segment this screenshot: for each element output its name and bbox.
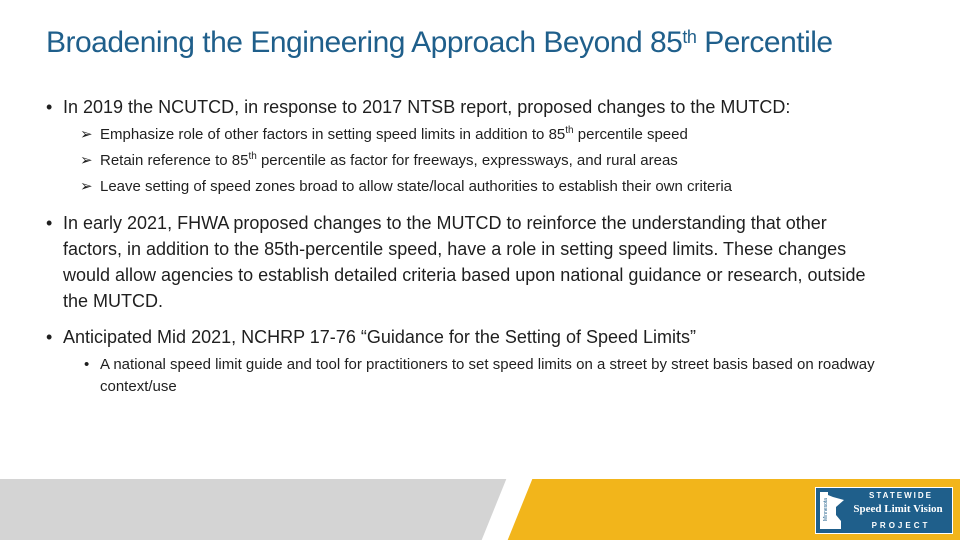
slide-title: Broadening the Engineering Approach Beyo…: [46, 26, 833, 60]
nchrp-sub-list: A national speed limit guide and tool fo…: [84, 354, 886, 398]
logo-main-text: Speed Limit Vision: [853, 503, 943, 515]
slide-content: In 2019 the NCUTCD, in response to 2017 …: [46, 94, 886, 398]
title-superscript: th: [682, 27, 697, 47]
sub-bullet-speed-guide: A national speed limit guide and tool fo…: [84, 354, 886, 398]
speed-limit-vision-logo: Minnesota STATEWIDE Speed Limit Vision P…: [815, 487, 953, 534]
title-main: Broadening the Engineering Approach Beyo…: [46, 26, 683, 59]
bullet-ncutcd: In 2019 the NCUTCD, in response to 2017 …: [46, 94, 886, 120]
minnesota-map-icon: Minnesota: [820, 492, 844, 529]
bullet-nchrp: Anticipated Mid 2021, NCHRP 17-76 “Guida…: [46, 324, 886, 350]
sub-bullet-emphasize: Emphasize role of other factors in setti…: [80, 124, 886, 146]
sub-bullet-retain: Retain reference to 85th percentile as f…: [80, 150, 886, 172]
logo-statewide-text: STATEWIDE: [869, 491, 933, 500]
svg-text:Minnesota: Minnesota: [823, 498, 829, 521]
logo-project-text: PROJECT: [871, 521, 931, 530]
title-end: Percentile: [696, 26, 833, 59]
bullet-fhwa: In early 2021, FHWA proposed changes to …: [46, 210, 886, 314]
sub-bullet-leave: Leave setting of speed zones broad to al…: [80, 176, 886, 198]
ncutcd-sub-list: Emphasize role of other factors in setti…: [80, 124, 886, 198]
